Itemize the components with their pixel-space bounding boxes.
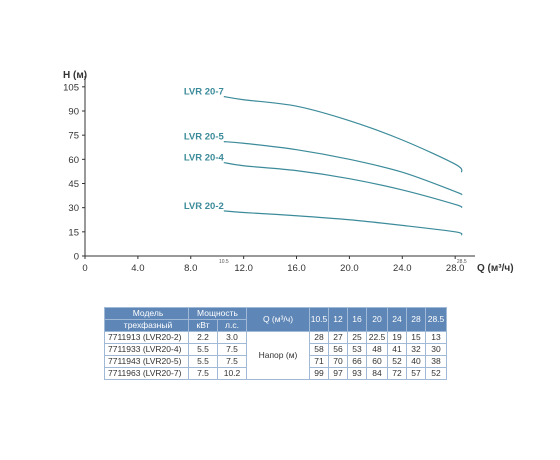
power-header: Мощность bbox=[188, 307, 247, 320]
model-header: Модель bbox=[104, 307, 189, 320]
y-tick-label: 60 bbox=[68, 155, 79, 166]
value-cell: 27 bbox=[328, 331, 348, 344]
value-cell: 28 bbox=[309, 331, 329, 344]
q-value-header: 10.5 bbox=[309, 307, 329, 332]
x-tick-label: 0 bbox=[82, 263, 87, 274]
q-value-header: 12 bbox=[328, 307, 348, 332]
value-cell: 52 bbox=[387, 355, 407, 368]
chart-svg: 0 15 30 45 60 75 90 105 0 4.0 8.0 12.0 16.0 20.0 24.0 2… bbox=[63, 70, 514, 274]
y-tick-label: 15 bbox=[68, 227, 79, 238]
kw-cell: 2.2 bbox=[188, 331, 218, 344]
table-header-row-1: Модель Мощность Q (м³/ч) 10.5 12 16 20 2… bbox=[104, 307, 447, 332]
table-row: 7711913 (LVR20-2) 2.2 3.0 Напор (м) 28 2… bbox=[104, 331, 447, 380]
value-cell: 15 bbox=[406, 331, 426, 344]
value-cell: 99 bbox=[309, 367, 329, 380]
series-label: LVR 20-5 bbox=[184, 132, 225, 143]
series-line-lvr-20-4 bbox=[223, 161, 463, 209]
value-cell: 38 bbox=[425, 355, 447, 368]
spec-table: Модель Мощность Q (м³/ч) 10.5 12 16 20 2… bbox=[104, 307, 447, 380]
q-value-header: 20 bbox=[366, 307, 388, 332]
series-line-lvr-20-5 bbox=[223, 141, 463, 196]
model-subheader: трехфазный bbox=[104, 319, 189, 332]
kw-header: кВт bbox=[188, 319, 218, 332]
value-cell: 19 bbox=[387, 331, 407, 344]
kw-cell: 5.5 bbox=[188, 343, 218, 356]
x-tick-label: 12.0 bbox=[234, 263, 253, 274]
spec-table-wrap: Модель Мощность Q (м³/ч) 10.5 12 16 20 2… bbox=[104, 307, 447, 380]
model-cell: 7711913 (LVR20-2) bbox=[104, 331, 189, 344]
x-annotation-label: 28.5 bbox=[457, 259, 467, 265]
x-tick-label: 16.0 bbox=[287, 263, 306, 274]
y-tick-label: 90 bbox=[68, 107, 79, 118]
y-tick-label: 30 bbox=[68, 203, 79, 214]
table-row: 7711933 (LVR20-4) 5.5 7.5 58 56 53 48 41… bbox=[104, 343, 447, 356]
value-cell: 66 bbox=[347, 355, 367, 368]
model-cell: 7711963 (LVR20-7) bbox=[104, 367, 189, 380]
kw-cell: 7.5 bbox=[188, 367, 218, 380]
hp-header: л.с. bbox=[217, 319, 247, 332]
x-tick-label: 4.0 bbox=[131, 263, 144, 274]
hp-cell: 7.5 bbox=[217, 343, 247, 356]
y-tick-label: 0 bbox=[74, 252, 79, 263]
pump-performance-chart: 0 15 30 45 60 75 90 105 0 4.0 8.0 12.0 16.0 20.0 24.0 2… bbox=[63, 70, 514, 274]
value-cell: 97 bbox=[328, 367, 348, 380]
x-tick-label: 20.0 bbox=[340, 263, 359, 274]
value-cell: 30 bbox=[425, 343, 447, 356]
value-cell: 13 bbox=[425, 331, 447, 344]
hp-cell: 10.2 bbox=[217, 367, 247, 380]
x-tick-label: 24.0 bbox=[393, 263, 412, 274]
kw-cell: 5.5 bbox=[188, 355, 218, 368]
table-row: 7711943 (LVR20-5) 5.5 7.5 71 70 66 60 52… bbox=[104, 355, 447, 368]
series-line-lvr-20-2 bbox=[223, 210, 463, 236]
q-header: Q (м³/ч) bbox=[246, 307, 310, 332]
y-tick-label: 105 bbox=[63, 82, 79, 93]
value-cell: 52 bbox=[425, 367, 447, 380]
value-cell: 72 bbox=[387, 367, 407, 380]
value-cell: 25 bbox=[347, 331, 367, 344]
series-label: LVR 20-7 bbox=[184, 87, 224, 98]
value-cell: 32 bbox=[406, 343, 426, 356]
x-tick-label: 28.0 bbox=[446, 263, 465, 274]
q-value-header: 28.5 bbox=[425, 307, 447, 332]
head-label-cell: Напор (м) bbox=[246, 331, 310, 380]
y-axis-title: H (м) bbox=[63, 70, 87, 81]
value-cell: 57 bbox=[406, 367, 426, 380]
x-tick-label: 8.0 bbox=[184, 263, 197, 274]
value-cell: 60 bbox=[366, 355, 388, 368]
q-value-header: 28 bbox=[406, 307, 426, 332]
series-line-lvr-20-7 bbox=[223, 95, 463, 173]
series-label: LVR 20-4 bbox=[184, 153, 225, 164]
model-cell: 7711933 (LVR20-4) bbox=[104, 343, 189, 356]
value-cell: 40 bbox=[406, 355, 426, 368]
table-row: 7711963 (LVR20-7) 7.5 10.2 99 97 93 84 7… bbox=[104, 367, 447, 380]
value-cell: 41 bbox=[387, 343, 407, 356]
x-annotation-label: 10.5 bbox=[219, 259, 229, 265]
value-cell: 22.5 bbox=[366, 331, 388, 344]
hp-cell: 7.5 bbox=[217, 355, 247, 368]
value-cell: 58 bbox=[309, 343, 329, 356]
q-value-header: 16 bbox=[347, 307, 367, 332]
value-cell: 93 bbox=[347, 367, 367, 380]
y-tick-label: 45 bbox=[68, 179, 79, 190]
value-cell: 48 bbox=[366, 343, 388, 356]
hp-cell: 3.0 bbox=[217, 331, 247, 344]
value-cell: 53 bbox=[347, 343, 367, 356]
x-axis-title: Q (м³/ч) bbox=[477, 263, 514, 274]
value-cell: 84 bbox=[366, 367, 388, 380]
value-cell: 70 bbox=[328, 355, 348, 368]
value-cell: 56 bbox=[328, 343, 348, 356]
model-cell: 7711943 (LVR20-5) bbox=[104, 355, 189, 368]
value-cell: 71 bbox=[309, 355, 329, 368]
y-tick-label: 75 bbox=[68, 131, 79, 142]
q-value-header: 24 bbox=[387, 307, 407, 332]
series-label: LVR 20-2 bbox=[184, 201, 224, 212]
